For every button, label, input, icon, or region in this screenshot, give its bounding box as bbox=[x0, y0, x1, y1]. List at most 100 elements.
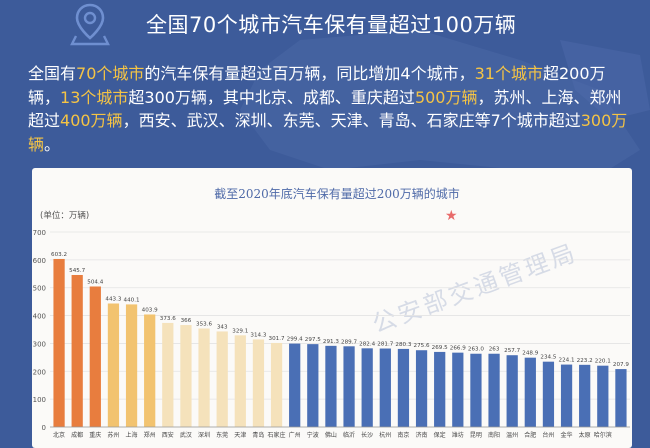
summary-text: 。 bbox=[44, 134, 61, 154]
bar-value-label: 220.1 bbox=[595, 359, 611, 365]
y-axis-label: (单位：万辆) bbox=[40, 210, 89, 221]
bar-value-label: 504.4 bbox=[87, 279, 103, 285]
bar bbox=[325, 345, 337, 427]
bar bbox=[452, 352, 464, 427]
bar-value-label: 263 bbox=[489, 347, 500, 353]
bar-value-label: 443.3 bbox=[105, 297, 121, 303]
y-tick-label: 700 bbox=[33, 229, 46, 237]
bar bbox=[289, 343, 301, 427]
bar-value-label: 373.6 bbox=[160, 316, 176, 322]
bar bbox=[488, 353, 500, 427]
x-tick-label: 昆明 bbox=[470, 432, 482, 439]
bar bbox=[144, 314, 156, 427]
summary-highlight: 31个城市 bbox=[474, 64, 543, 83]
bar bbox=[53, 258, 65, 427]
header: 全国70个城市汽车保有量超过100万辆 bbox=[0, 0, 650, 52]
y-tick-label: 300 bbox=[33, 340, 46, 348]
x-tick-label: 苏州 bbox=[107, 431, 119, 439]
x-tick-label: 深圳 bbox=[198, 431, 210, 439]
summary-paragraph: 全国有70个城市的汽车保有量超过百万辆，同比增加4个城市，31个城市超200万辆… bbox=[28, 62, 628, 156]
y-tick-label: 0 bbox=[42, 424, 46, 432]
bar bbox=[270, 342, 283, 427]
y-tick-label: 600 bbox=[33, 257, 46, 265]
y-tick-label: 400 bbox=[33, 313, 46, 321]
x-tick-label: 南阳 bbox=[488, 431, 500, 439]
bar-value-label: 224.1 bbox=[559, 358, 575, 364]
summary-highlight: 13个城市 bbox=[60, 87, 129, 107]
x-tick-label: 哈尔滨 bbox=[594, 431, 612, 439]
x-tick-label: 南京 bbox=[397, 431, 409, 439]
bar bbox=[198, 328, 210, 427]
bar bbox=[560, 364, 573, 427]
x-tick-label: 石家庄 bbox=[268, 431, 286, 439]
bar bbox=[307, 344, 319, 427]
x-tick-label: 合肥 bbox=[524, 431, 536, 439]
summary-highlight: 500万辆 bbox=[414, 87, 478, 107]
x-tick-label: 郑州 bbox=[144, 431, 156, 439]
x-tick-label: 天津 bbox=[234, 432, 246, 439]
bar bbox=[470, 353, 482, 427]
x-tick-label: 台州 bbox=[542, 431, 554, 439]
bar-value-label: 291.3 bbox=[323, 339, 339, 345]
bar-value-label: 297.5 bbox=[305, 337, 321, 343]
summary-text: ，西安、武汉、深圳、东莞、天津、青岛、石家庄等7个城市超过 bbox=[122, 111, 581, 130]
watermark-text: 公安部交通管理局 bbox=[369, 238, 582, 338]
bar bbox=[434, 351, 446, 427]
bar-value-label: 207.9 bbox=[613, 362, 629, 368]
bar bbox=[252, 339, 265, 427]
x-tick-label: 潍坊 bbox=[452, 431, 464, 439]
x-tick-label: 佛山 bbox=[325, 431, 337, 439]
y-tick-label: 100 bbox=[33, 396, 46, 404]
x-tick-label: 宁波 bbox=[307, 431, 319, 439]
bar bbox=[506, 355, 518, 427]
bar bbox=[216, 331, 228, 427]
x-tick-label: 温州 bbox=[506, 431, 518, 439]
bar-value-label: 299.4 bbox=[287, 337, 303, 343]
bar bbox=[180, 325, 192, 427]
chart-title: 截至2020年底汽车保有量超过200万辆的城市 bbox=[214, 186, 459, 201]
summary-highlight: 400万辆 bbox=[60, 111, 123, 130]
bar-value-label: 545.7 bbox=[69, 268, 85, 274]
bar bbox=[597, 365, 609, 427]
bar-value-label: 403.9 bbox=[142, 307, 158, 313]
bar-value-label: 281.7 bbox=[377, 342, 393, 348]
bar-value-label: 266.9 bbox=[450, 346, 466, 352]
summary-text: 超300万辆，其中北京、成都、重庆超过 bbox=[128, 87, 415, 107]
summary-text: 的汽车保有量超过百万辆，同比增加4个城市， bbox=[144, 64, 475, 83]
page-title: 全国70个城市汽车保有量超过100万辆 bbox=[146, 13, 517, 37]
bar bbox=[379, 348, 391, 427]
summary-text: 超200万辆， bbox=[28, 64, 606, 107]
chart-card: 公安部交通管理局 ★ 截至2020年底汽车保有量超过200万辆的城市 (单位：万辆) 0… bbox=[32, 168, 632, 448]
bar-value-label: 366 bbox=[181, 318, 192, 324]
bar-value-label: 282.4 bbox=[359, 341, 375, 347]
bar-value-label: 269.5 bbox=[432, 345, 448, 351]
x-tick-label: 杭州 bbox=[379, 431, 391, 439]
bar-value-label: 603.2 bbox=[51, 252, 67, 258]
bar bbox=[125, 304, 138, 427]
x-tick-label: 东莞 bbox=[216, 431, 228, 439]
bar bbox=[107, 303, 120, 427]
bar-value-label: 314.3 bbox=[250, 332, 266, 338]
bar-value-label: 263.0 bbox=[468, 347, 484, 353]
x-tick-label: 北京 bbox=[53, 431, 65, 439]
x-tick-label: 重庆 bbox=[89, 431, 101, 439]
bar-value-label: 280.3 bbox=[395, 342, 411, 348]
bar bbox=[89, 286, 101, 427]
summary-highlight: 70个城市 bbox=[76, 64, 145, 83]
x-tick-label: 武汉 bbox=[180, 431, 192, 439]
bar bbox=[579, 364, 591, 427]
bar bbox=[162, 322, 174, 427]
bar bbox=[361, 348, 373, 427]
location-pin-icon bbox=[70, 3, 110, 46]
x-tick-label: 保定 bbox=[434, 431, 446, 439]
y-tick-label: 200 bbox=[33, 368, 46, 376]
bar-value-label: 301.7 bbox=[269, 336, 285, 342]
bar-value-label: 440.1 bbox=[124, 297, 140, 303]
x-tick-label: 西安 bbox=[162, 431, 174, 439]
star-icon: ★ bbox=[445, 208, 458, 224]
bar-value-label: 275.6 bbox=[414, 343, 430, 349]
summary-text: ，苏州、上海、郑州超过 bbox=[28, 87, 622, 131]
bar-value-label: 234.5 bbox=[540, 355, 556, 361]
bar-value-label: 289.7 bbox=[341, 339, 357, 345]
bar bbox=[343, 346, 355, 427]
